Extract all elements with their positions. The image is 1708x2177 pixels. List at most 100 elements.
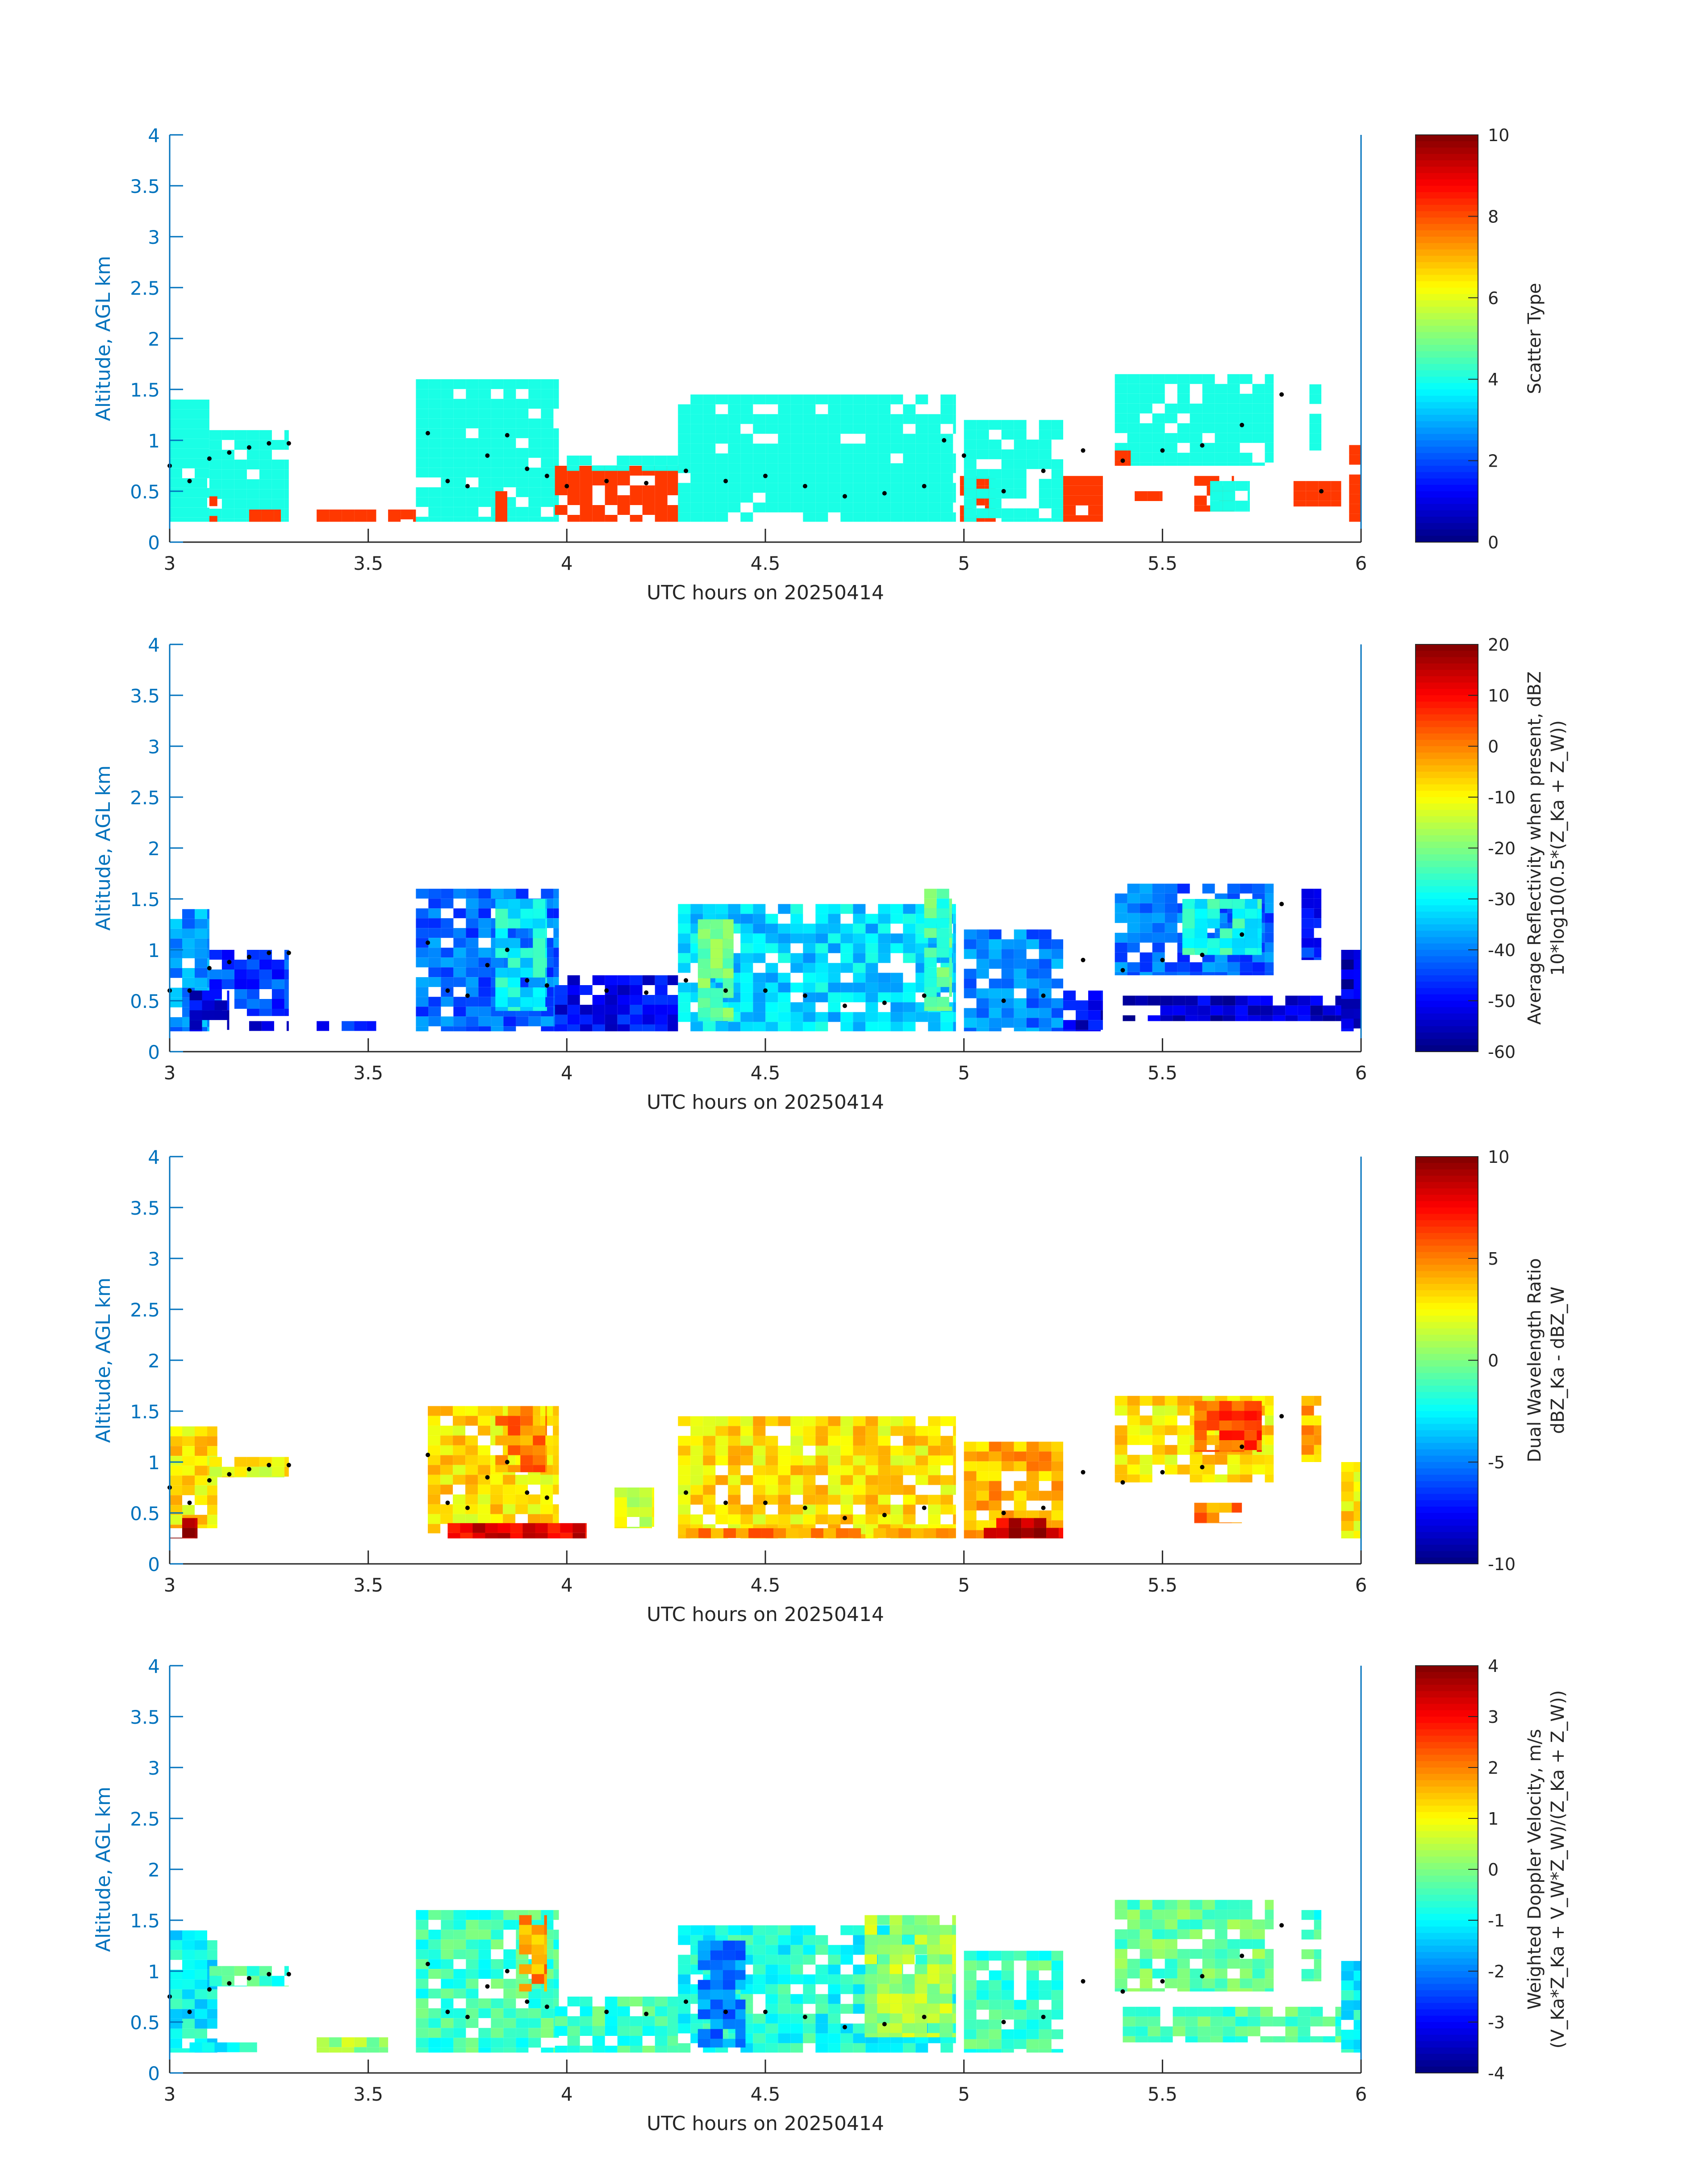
heatmap-cell — [903, 1446, 916, 1456]
heatmap-cell — [865, 953, 878, 963]
heatmap-cell — [246, 989, 259, 999]
heatmap-cell — [520, 948, 533, 958]
heatmap-cell — [428, 1406, 441, 1416]
cloud-base-point — [505, 1460, 509, 1464]
heatmap-cell — [1177, 1968, 1190, 1979]
heatmap-cell — [553, 389, 559, 399]
cloud-base-point — [842, 2025, 847, 2030]
heatmap-cell — [865, 914, 878, 924]
heatmap-cell — [541, 517, 554, 522]
cloud-base-point — [763, 473, 768, 478]
colorbar-swatch — [1416, 1914, 1478, 1921]
heatmap-cell — [207, 928, 209, 939]
heatmap-cell — [1210, 2016, 1223, 2027]
cloud-base-point — [227, 1981, 232, 1986]
heatmap-cell — [878, 502, 891, 513]
colorbar-tick-label: 5 — [1488, 1249, 1499, 1269]
heatmap-cell — [170, 507, 182, 518]
heatmap-cell — [170, 987, 182, 998]
colorbar-swatch — [1416, 319, 1478, 326]
colorbar-tick-label: 0 — [1488, 1351, 1499, 1371]
cloud-base-point — [961, 453, 966, 458]
heatmap-cell — [428, 1484, 441, 1495]
heatmap-cell — [491, 957, 504, 968]
heatmap-block-16 — [1115, 450, 1131, 466]
heatmap-cell — [1165, 1949, 1178, 1959]
heatmap-cell — [1051, 2000, 1063, 2010]
heatmap-cell — [170, 2028, 182, 2039]
heatmap-cell — [1115, 1900, 1128, 1910]
heatmap-cell — [1207, 948, 1220, 955]
heatmap-cell — [753, 1002, 766, 1012]
heatmap-cell — [234, 989, 247, 999]
heatmap-cell — [949, 967, 952, 978]
x-tick-label: 4 — [561, 552, 573, 574]
colorbar-swatch — [1416, 721, 1478, 727]
heatmap-cell — [840, 1955, 853, 1965]
heatmap-cell — [940, 2013, 952, 2023]
heatmap-cell — [765, 463, 778, 473]
heatmap-cell — [1014, 959, 1027, 969]
heatmap-cell — [964, 2010, 977, 2020]
heatmap-cell — [953, 1455, 956, 1466]
heatmap-cell — [753, 1465, 766, 1475]
heatmap-cell — [989, 1028, 1002, 1032]
heatmap-cell — [953, 1022, 956, 1032]
heatmap-cell — [740, 963, 753, 973]
heatmap-cell — [765, 1455, 778, 1466]
heatmap-cell — [519, 1915, 532, 1925]
colorbar-label: Average Reflectivity when present, dBZ — [1524, 671, 1545, 1024]
heatmap-cell — [940, 1964, 952, 1974]
heatmap-cell — [773, 1528, 786, 1538]
heatmap-cell — [533, 987, 546, 997]
heatmap-cell — [170, 1017, 182, 1027]
heatmap-cell — [441, 2028, 454, 2038]
heatmap-cell — [560, 1533, 573, 1538]
colorbar-swatch — [1416, 899, 1478, 906]
colorbar-swatch — [1416, 1188, 1478, 1195]
heatmap-cell — [989, 959, 1002, 969]
heatmap-cell — [1026, 998, 1039, 1008]
heatmap-cell — [828, 1446, 841, 1456]
heatmap-cell — [1014, 2010, 1027, 2020]
heatmap-cell — [915, 2043, 928, 2053]
heatmap-cell — [690, 1455, 703, 1466]
heatmap-cell — [466, 1989, 479, 1999]
heatmap-cell — [865, 1495, 878, 1505]
heatmap-cell — [195, 909, 207, 919]
heatmap-cell — [553, 957, 559, 968]
heatmap-cell — [953, 1436, 956, 1446]
heatmap-cell — [1127, 1454, 1140, 1465]
heatmap-cell — [976, 939, 989, 949]
heatmap-cell — [478, 1514, 491, 1524]
heatmap-cell — [1152, 1968, 1165, 1979]
heatmap-cell — [1215, 1910, 1228, 1920]
heatmap-cell — [441, 918, 454, 928]
heatmap-cell — [989, 1481, 1002, 1491]
heatmap-cell — [195, 919, 207, 929]
heatmap-cell — [927, 1984, 940, 1994]
colorbar-swatch — [1416, 485, 1478, 492]
heatmap-cell — [840, 473, 853, 483]
heatmap-cell — [740, 933, 753, 944]
heatmap-cell — [1165, 1405, 1178, 1416]
heatmap-cell — [740, 443, 753, 454]
heatmap-cell — [790, 1925, 803, 1935]
colorbar-swatch — [1416, 415, 1478, 422]
heatmap-cell — [553, 1910, 559, 1920]
heatmap-cell — [209, 1966, 222, 1976]
heatmap-cell — [1306, 491, 1319, 501]
cloud-base-point — [723, 988, 728, 993]
heatmap-cell — [329, 2047, 342, 2053]
heatmap-cell — [465, 1435, 478, 1446]
colorbar-swatch — [1416, 466, 1478, 472]
heatmap-cell — [1165, 972, 1178, 975]
heatmap-cell — [1353, 1961, 1361, 1971]
heatmap-cell — [367, 519, 376, 522]
colorbar-swatch — [1416, 1538, 1478, 1545]
colorbar-swatch — [1416, 173, 1478, 180]
heatmap-cell — [722, 929, 734, 939]
heatmap-cell — [580, 1015, 593, 1024]
heatmap-cell — [1039, 1008, 1052, 1018]
heatmap-cell — [1152, 1949, 1165, 1959]
